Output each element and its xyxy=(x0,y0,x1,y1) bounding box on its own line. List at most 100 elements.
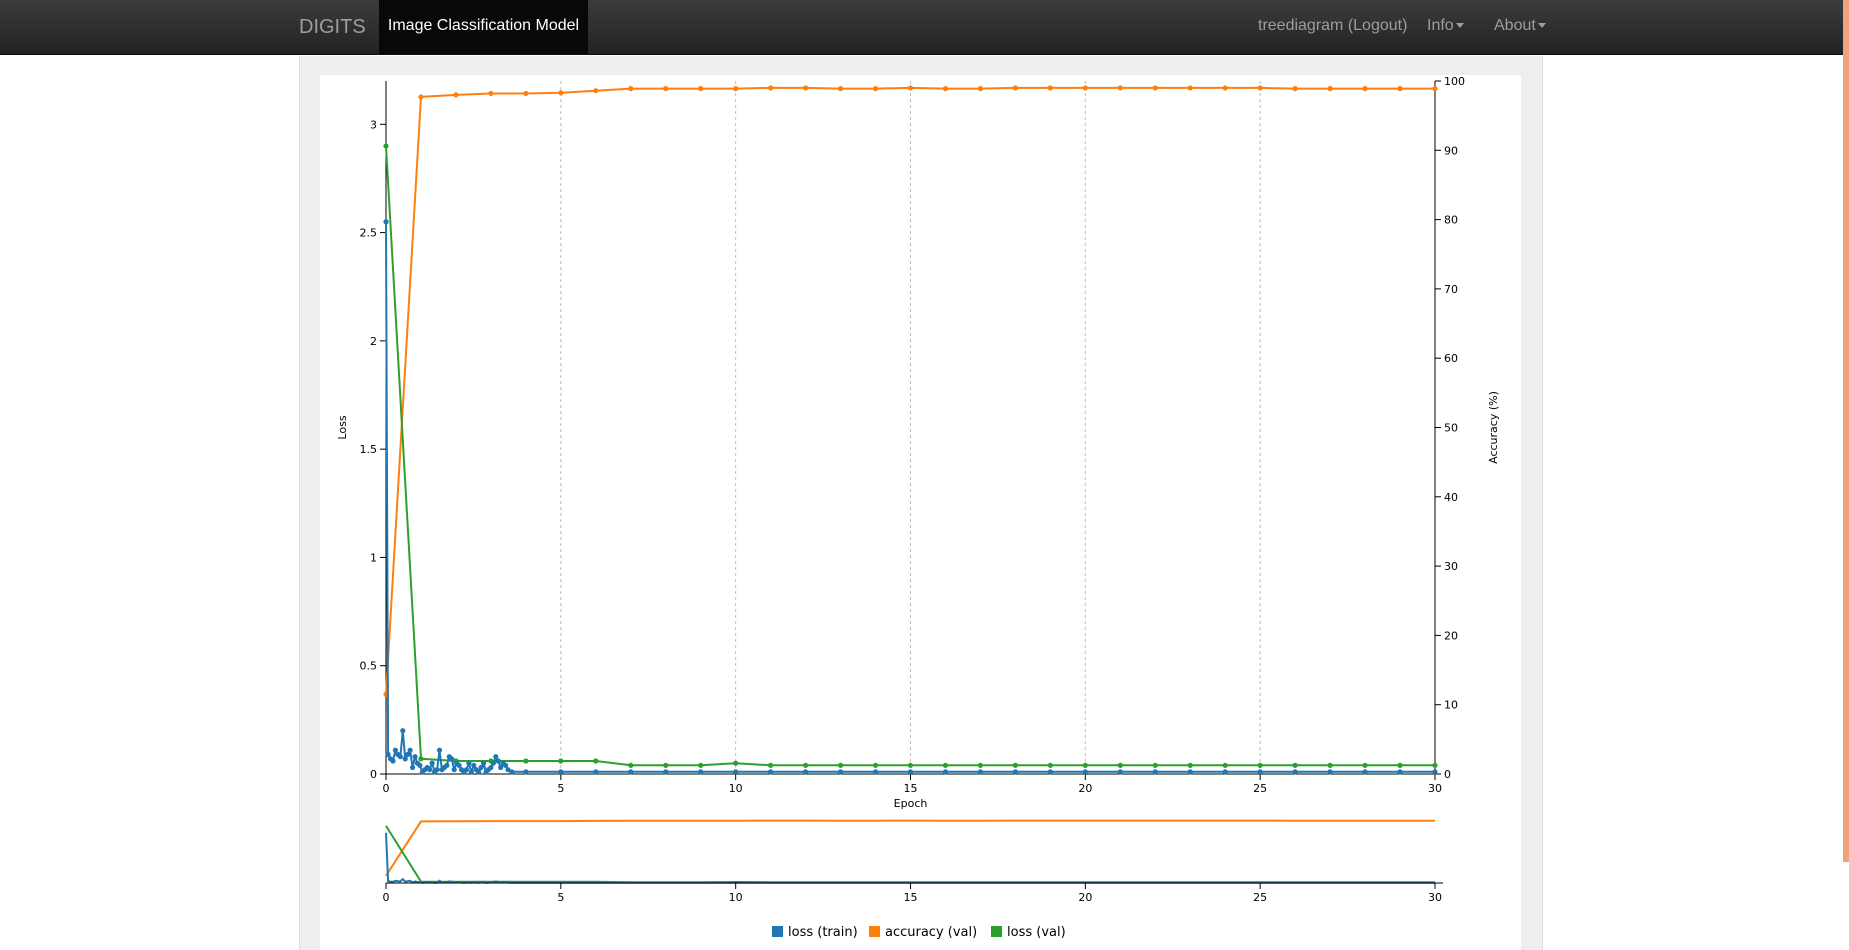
data-point xyxy=(733,769,739,775)
data-point xyxy=(837,769,844,775)
data-point xyxy=(663,762,669,768)
y-tick-label: 1 xyxy=(370,551,377,564)
data-point xyxy=(698,762,704,768)
brand-logo[interactable]: DIGITS xyxy=(299,16,366,38)
data-point xyxy=(698,86,704,92)
data-point xyxy=(872,762,879,768)
data-point xyxy=(803,85,809,91)
data-point xyxy=(523,769,529,775)
data-point xyxy=(1047,769,1053,775)
data-point xyxy=(1292,762,1298,768)
data-point xyxy=(803,769,809,775)
data-point xyxy=(593,88,599,94)
data-point xyxy=(768,762,774,768)
nav-tab-model[interactable]: Image Classification Model xyxy=(379,0,588,54)
data-point xyxy=(907,769,914,775)
about-menu[interactable]: About xyxy=(1494,0,1546,54)
x-tick-label: 20 xyxy=(1078,782,1092,795)
data-point xyxy=(1012,762,1019,768)
x-tick-label: 0 xyxy=(383,782,390,795)
data-point xyxy=(409,764,416,771)
data-point xyxy=(1222,762,1228,768)
data-point xyxy=(407,747,413,753)
data-point xyxy=(1432,762,1438,768)
data-point xyxy=(663,769,669,775)
user-logout-link[interactable]: treediagram (Logout) xyxy=(1258,17,1408,34)
data-point xyxy=(977,762,984,768)
overview-x-tick-label: 25 xyxy=(1253,891,1267,904)
data-point xyxy=(907,762,914,768)
overview-x-tick-label: 5 xyxy=(557,891,564,904)
data-point xyxy=(498,764,504,771)
data-point xyxy=(593,758,599,764)
about-menu-label: About xyxy=(1494,17,1536,34)
y-tick-label: 1.5 xyxy=(360,443,378,456)
chart-legend: loss (train) accuracy (val) loss (val) xyxy=(772,925,1066,940)
data-point xyxy=(977,86,984,92)
data-point xyxy=(1082,85,1088,91)
data-point xyxy=(434,767,440,773)
data-point xyxy=(977,769,984,775)
data-point xyxy=(436,747,443,753)
data-point xyxy=(444,762,450,768)
data-point xyxy=(418,756,424,762)
data-point xyxy=(1362,769,1368,775)
data-point xyxy=(505,767,511,773)
data-point xyxy=(698,769,704,775)
overview-x-tick-label: 30 xyxy=(1428,891,1442,904)
data-point xyxy=(1222,85,1228,91)
data-point xyxy=(942,769,949,775)
overview-plot[interactable]: 0 5 10 15 20 25 30 xyxy=(383,819,1444,904)
data-point xyxy=(1432,769,1438,775)
data-point xyxy=(405,751,411,758)
data-point xyxy=(495,758,501,764)
data-point xyxy=(1187,769,1193,775)
data-point xyxy=(1047,762,1053,768)
data-point xyxy=(942,86,949,92)
data-point xyxy=(558,90,564,96)
data-point xyxy=(1152,85,1158,91)
data-point xyxy=(480,760,487,766)
data-point xyxy=(1012,769,1019,775)
data-point xyxy=(478,764,484,771)
data-point xyxy=(1397,769,1403,775)
data-point xyxy=(1082,762,1088,768)
y2-tick-label: 60 xyxy=(1444,352,1458,365)
data-point xyxy=(1117,769,1123,775)
data-point xyxy=(1117,85,1123,91)
x-tick-label: 10 xyxy=(729,782,743,795)
data-point xyxy=(390,758,396,764)
data-point xyxy=(493,754,499,760)
scrollbar-accent[interactable] xyxy=(1843,0,1849,862)
data-point xyxy=(523,758,529,764)
data-point xyxy=(1152,769,1158,775)
data-point xyxy=(412,754,418,760)
y-tick-label: 2.5 xyxy=(360,227,378,240)
data-point xyxy=(1152,762,1158,768)
data-point xyxy=(476,769,482,775)
data-point xyxy=(628,86,634,92)
y2-tick-label: 40 xyxy=(1444,491,1458,504)
data-point xyxy=(468,769,474,775)
data-point xyxy=(1327,86,1333,92)
overview-x-tick-label: 0 xyxy=(383,891,390,904)
info-menu[interactable]: Info xyxy=(1427,0,1464,54)
overview-line xyxy=(385,832,1435,884)
chevron-down-icon xyxy=(1455,23,1464,29)
info-menu-label: Info xyxy=(1427,17,1454,34)
x-axis-label: Epoch xyxy=(894,797,928,810)
legend-label: loss (val) xyxy=(1007,925,1066,940)
overview-x-tick-label: 20 xyxy=(1078,891,1092,904)
data-point xyxy=(628,762,634,768)
data-point xyxy=(1397,762,1403,768)
data-point xyxy=(449,756,455,762)
data-point xyxy=(1187,762,1193,768)
y2-tick-label: 20 xyxy=(1444,629,1458,642)
legend-swatch xyxy=(991,926,1002,937)
data-point xyxy=(523,90,529,97)
data-point xyxy=(1327,769,1333,775)
data-point xyxy=(471,762,477,768)
y-tick-label: 3 xyxy=(370,118,377,131)
data-point xyxy=(558,769,564,775)
overview-x-tick-label: 10 xyxy=(729,891,743,904)
